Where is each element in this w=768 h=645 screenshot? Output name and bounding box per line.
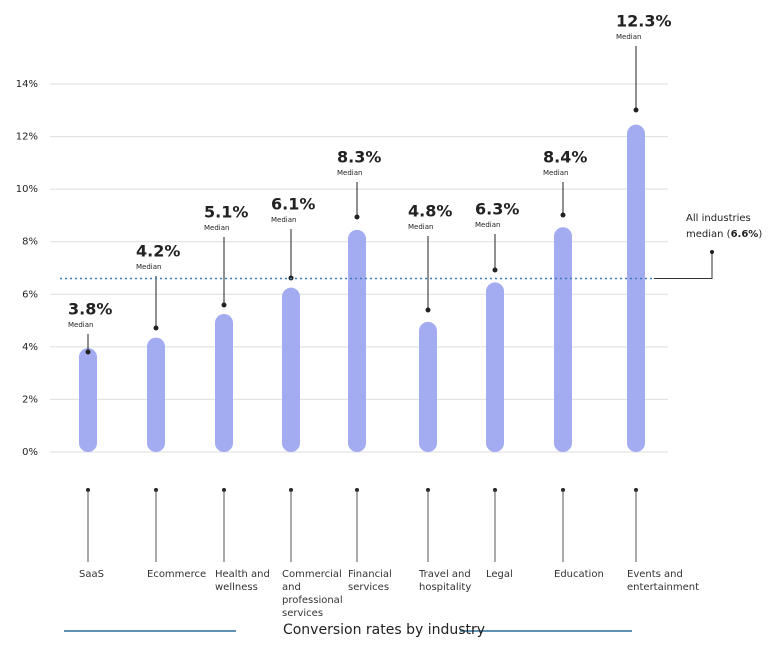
bar xyxy=(348,229,366,452)
value-label: 6.3% xyxy=(475,200,519,219)
label-dot xyxy=(354,214,360,220)
x-tick-label: SaaS xyxy=(79,569,104,580)
label-dot xyxy=(492,267,498,273)
value-sublabel: Median xyxy=(271,216,296,224)
reference-label: median (6.6%) xyxy=(686,229,762,240)
value-sublabel: Median xyxy=(68,321,93,329)
y-tick-label: 2% xyxy=(22,394,38,405)
value-label: 12.3% xyxy=(616,12,672,31)
reference-label: median ( xyxy=(686,229,731,240)
y-tick-label: 12% xyxy=(16,132,38,143)
y-tick-label: 6% xyxy=(22,289,38,300)
y-tick-label: 10% xyxy=(16,184,38,195)
bar xyxy=(79,348,97,452)
x-tick-label: Legal xyxy=(486,569,513,580)
bar xyxy=(486,282,504,452)
x-tick-label: Commercial and professional services xyxy=(282,569,343,619)
chart-title: Conversion rates by industry xyxy=(282,622,486,638)
x-tick-label: Health and wellness xyxy=(215,569,270,593)
value-label: 3.8% xyxy=(68,300,112,319)
reference-label: ) xyxy=(758,229,762,240)
x-tick-label: Education xyxy=(554,569,604,580)
x-tick-label: Ecommerce xyxy=(147,569,207,580)
value-sublabel: Median xyxy=(136,263,161,271)
value-sublabel: Median xyxy=(337,169,362,177)
value-label: 4.8% xyxy=(408,202,452,221)
value-sublabel: Median xyxy=(408,223,433,231)
value-sublabel: Median xyxy=(204,224,229,232)
y-tick-label: 8% xyxy=(22,237,38,248)
y-tick-label: 0% xyxy=(22,447,38,458)
reference-label: All industries xyxy=(686,213,751,224)
bar xyxy=(282,287,300,452)
value-sublabel: Median xyxy=(616,33,641,41)
label-dot xyxy=(153,325,159,331)
y-tick-label: 14% xyxy=(16,79,38,90)
label-dot xyxy=(85,349,91,355)
label-dot xyxy=(425,307,431,313)
value-label: 6.1% xyxy=(271,195,315,214)
reference-connector xyxy=(654,252,713,280)
label-dot xyxy=(633,107,639,113)
bar xyxy=(147,337,165,452)
value-sublabel: Median xyxy=(543,169,568,177)
bar xyxy=(419,321,437,452)
x-tick-label: Financial services xyxy=(348,569,392,593)
x-tick-label: Travel and hospitality xyxy=(419,569,472,593)
value-label: 8.3% xyxy=(337,148,381,167)
label-dot xyxy=(221,302,227,308)
value-label: 8.4% xyxy=(543,148,587,167)
value-sublabel: Median xyxy=(475,221,500,229)
bar xyxy=(554,227,572,452)
value-label: 4.2% xyxy=(136,242,180,261)
x-tick-label: Events and entertainment xyxy=(627,569,699,593)
value-label: 5.1% xyxy=(204,203,248,222)
bar xyxy=(627,124,645,452)
label-dot xyxy=(560,212,566,218)
bar xyxy=(215,313,233,452)
y-tick-label: 4% xyxy=(22,342,38,353)
reference-dot xyxy=(710,250,714,254)
reference-value-label: 6.6% xyxy=(731,229,759,240)
